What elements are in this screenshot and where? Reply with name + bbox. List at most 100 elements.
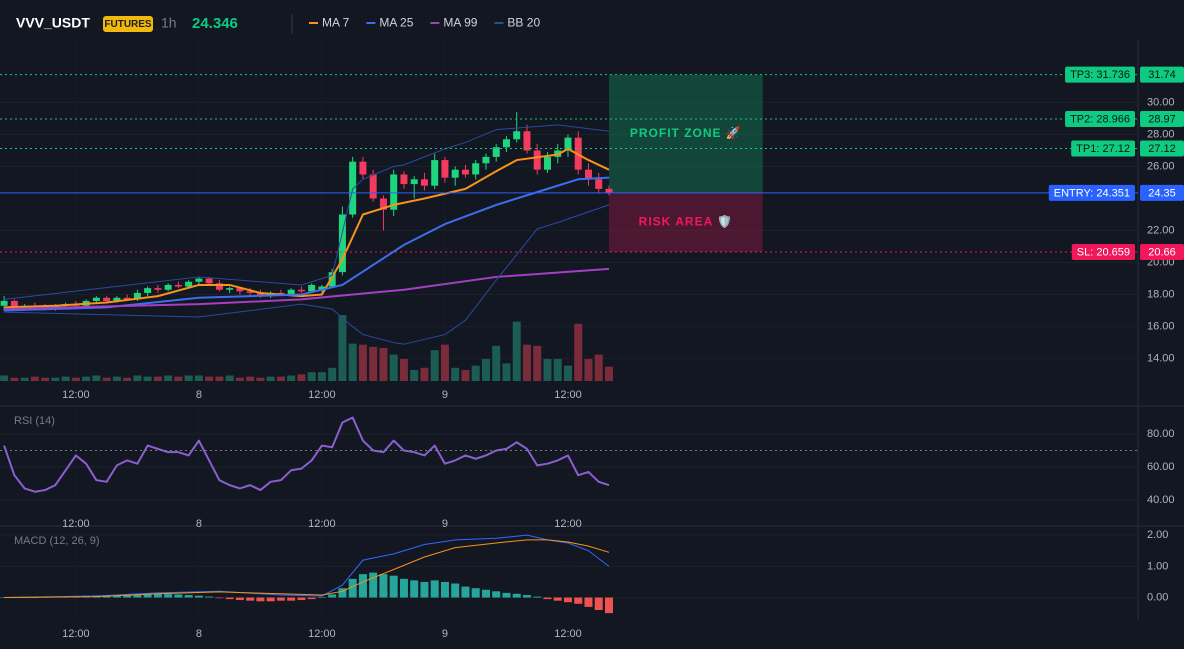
legend-label: MA 25 (379, 16, 413, 30)
y-tick-label: 18.00 (1147, 288, 1175, 300)
candle-body (564, 137, 572, 151)
histogram-bar (184, 595, 193, 598)
level-label: ENTRY: 24.351 (1054, 187, 1130, 199)
x-tick-label: 12:00 (62, 518, 90, 530)
candle-body (595, 179, 603, 189)
candle-body (513, 131, 521, 140)
y-tick-label: 22.00 (1147, 224, 1175, 236)
x-tick-label: 12:00 (554, 518, 582, 530)
volume-bar (0, 375, 9, 381)
candle-body (533, 150, 541, 170)
candle-body (144, 288, 152, 293)
legend-label: MA 99 (443, 16, 477, 30)
price-label-bg (1140, 243, 1184, 260)
price-label-bg (1140, 110, 1184, 127)
candle-body (451, 169, 459, 178)
volume-bar (307, 372, 316, 381)
last-price: 24.346 (192, 15, 238, 32)
indicator-line (4, 539, 610, 599)
volume-bar (369, 346, 378, 381)
candle-body (174, 284, 182, 287)
x-tick-label: 12:00 (62, 628, 90, 640)
badge-bg (103, 16, 153, 32)
histogram-bar (604, 597, 613, 614)
volume-bar (522, 344, 531, 381)
pane-title: MACD (12, 26, 9) (14, 535, 100, 547)
x-tick-label: 9 (442, 518, 448, 530)
candle-body (492, 147, 500, 157)
legend-label: MA 7 (322, 16, 350, 30)
candle-body (400, 174, 408, 185)
histogram-bar (533, 596, 542, 598)
candle-body (584, 169, 592, 180)
volume-bar (61, 376, 70, 381)
histogram-bar (276, 597, 285, 601)
volume-bar (420, 367, 429, 381)
histogram-bar (266, 597, 275, 602)
candle-body (10, 300, 18, 308)
histogram-bar (410, 580, 419, 598)
candle-body (605, 188, 613, 193)
indicator-line (4, 204, 610, 345)
histogram-bar (338, 588, 347, 598)
candle-body (195, 278, 203, 282)
histogram-bar (307, 597, 316, 600)
price-label-bg (1140, 140, 1184, 157)
volume-bar (553, 359, 562, 381)
volume-bar (584, 359, 593, 381)
y-tick-label: 14.00 (1147, 352, 1175, 364)
volume-bar (410, 370, 419, 381)
y-tick-label: 30.00 (1147, 96, 1175, 108)
histogram-bar (143, 593, 152, 598)
x-tick-label: 8 (196, 389, 202, 401)
volume-bar (153, 376, 162, 381)
candle-body (472, 163, 480, 175)
price-label: 28.97 (1148, 113, 1176, 125)
candle-body (349, 161, 357, 215)
histogram-bar (379, 574, 388, 598)
indicator-line (4, 267, 610, 310)
candle-body (154, 288, 162, 290)
badge: FUTURES (104, 19, 152, 30)
candle-body (185, 281, 193, 287)
volume-bar (481, 359, 490, 381)
volume-bar (143, 376, 152, 381)
x-tick-label: 9 (442, 628, 448, 640)
volume-bar (30, 376, 39, 381)
candle-body (123, 297, 131, 300)
volume-bar (112, 376, 121, 381)
zone-label: RISK AREA 🛡️ (639, 215, 733, 229)
histogram-bar (287, 597, 296, 601)
zone (608, 74, 763, 193)
candle-body (246, 291, 254, 293)
volume-bar (41, 377, 50, 381)
y-tick-label: 60.00 (1147, 461, 1175, 473)
volume-bar (379, 348, 388, 381)
y-tick-label: 0.00 (1147, 591, 1168, 603)
histogram-bar (440, 581, 449, 598)
histogram-bar (574, 597, 583, 604)
histogram-bar (563, 597, 572, 603)
candle-body (523, 131, 531, 151)
volume-bar (20, 377, 29, 381)
histogram-bar (461, 586, 470, 598)
level-label: TP1: 27.12 (1076, 143, 1130, 155)
candle-body (328, 272, 336, 287)
indicator-line (4, 124, 610, 300)
price-label: 27.12 (1148, 143, 1176, 155)
x-tick-label: 12:00 (62, 389, 90, 401)
histogram-bar (235, 597, 244, 601)
candle-body (103, 297, 111, 301)
volume-bar (123, 377, 132, 381)
volume-bar (92, 375, 101, 381)
volume-bar (574, 323, 583, 381)
x-tick-label: 12:00 (308, 389, 336, 401)
histogram-bar (348, 578, 357, 598)
histogram-bar (430, 580, 439, 598)
x-tick-label: 12:00 (554, 628, 582, 640)
candle-body (133, 292, 141, 300)
histogram-bar (399, 578, 408, 598)
candle-body (164, 284, 172, 290)
